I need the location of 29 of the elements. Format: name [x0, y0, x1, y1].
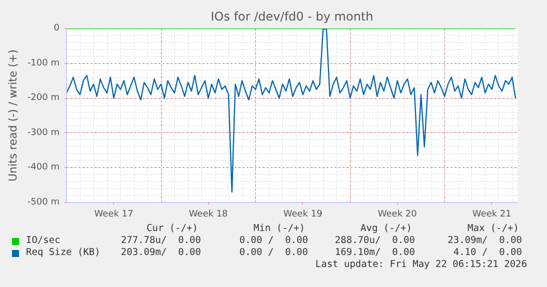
text: 23.09m/ 0.00 [448, 235, 522, 247]
text: Last update: Fri May 22 06:15:21 2026 [315, 259, 527, 271]
text: 0.00 / 0.00 [239, 235, 308, 247]
text: Min (-/+) [254, 223, 305, 235]
legend-label: Req Size (KB) [26, 247, 100, 259]
x-tick-label: Week 19 [283, 210, 323, 220]
x-tick-label: Week 21 [472, 210, 512, 220]
text: Max (-/+) [468, 223, 519, 235]
x-tick-label: Week 20 [378, 210, 418, 220]
text: Cur (-/+) [146, 223, 198, 235]
y-tick-label: -500 m [27, 198, 60, 208]
text: 288.70u/ 0.00 [334, 235, 415, 247]
line-series [66, 28, 516, 193]
text: 4.10 / 0.00 [453, 247, 522, 259]
y-tick-label: 0 [54, 24, 60, 34]
chart-title: IOs for /dev/fd0 - by month [210, 10, 374, 24]
y-tick-label: -400 m [27, 162, 60, 173]
text: 277.78u/ 0.00 [120, 235, 201, 247]
legend-label: IO/sec [26, 235, 60, 247]
text: 0.00 / 0.00 [239, 247, 308, 259]
x-tick-label: Week 17 [94, 210, 134, 220]
x-tick-label: Week 18 [188, 210, 228, 220]
y-tick-label: -200 m [27, 93, 60, 104]
text: Avg (-/+) [360, 223, 412, 235]
y-tick-label: -300 m [27, 128, 60, 138]
y-axis-title: Units read (-) / write (+) [6, 49, 20, 182]
text: 169.10m/ 0.00 [334, 247, 415, 259]
y-tick-label: -100 m [27, 58, 60, 68]
text: 203.09m/ 0.00 [120, 247, 201, 259]
